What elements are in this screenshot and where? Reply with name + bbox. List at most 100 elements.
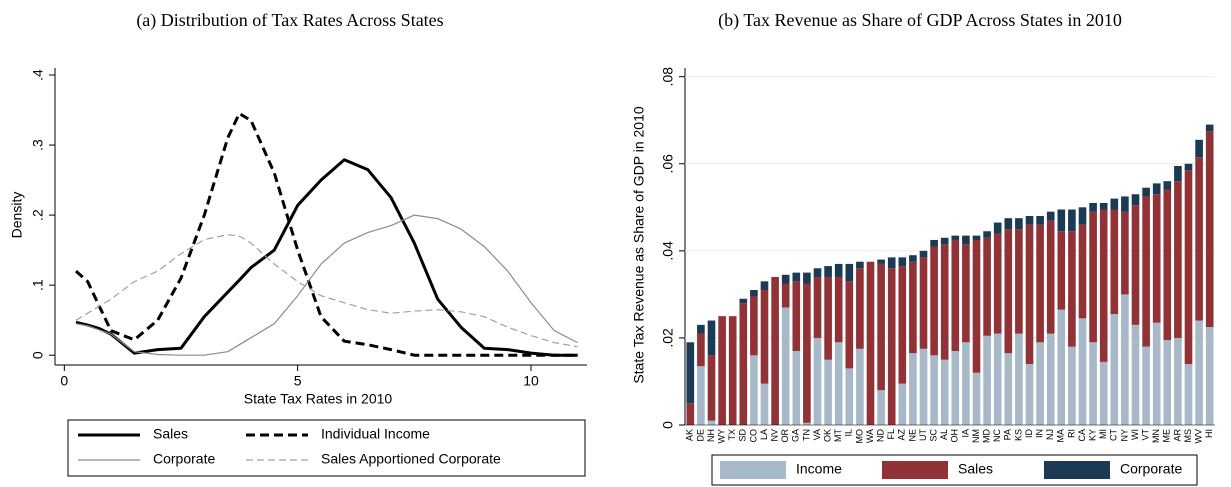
bar-segment (1099, 209, 1108, 362)
bar-segment (1205, 124, 1214, 132)
bar-segment (962, 342, 970, 425)
bar-segment (1025, 224, 1034, 365)
bar-segment (1184, 170, 1193, 365)
bar-segment (1057, 309, 1066, 425)
x-tick-label: NJ (1045, 429, 1055, 440)
bar-segment (1046, 211, 1055, 221)
x-tick-label: NM (971, 429, 981, 443)
bar-segment (1025, 364, 1034, 425)
x-tick-label: HI (1204, 429, 1214, 438)
x-tick-label: NY (1119, 429, 1129, 442)
bar-segment (845, 281, 854, 369)
bar-segment (813, 337, 822, 425)
bar-segment (739, 298, 748, 304)
x-tick-label: WV (1193, 429, 1203, 444)
bar-segment (898, 383, 907, 425)
y-tick-label: .4 (30, 69, 46, 81)
bar-segment (972, 239, 981, 373)
bar-segment (1025, 216, 1034, 225)
bar-segment (813, 276, 822, 338)
legend-box (711, 454, 1198, 486)
bar-segment (1174, 181, 1182, 338)
x-tick-label: WI (1130, 429, 1140, 440)
bar-segment (1068, 231, 1076, 347)
y-tick-label: 0 (660, 421, 676, 429)
x-tick-label: SC (928, 429, 938, 442)
bar-segment (824, 276, 832, 360)
bar-segment (1163, 189, 1172, 341)
x-tick-label: OR (780, 428, 790, 442)
bar-segment (993, 333, 1002, 425)
bar-segment (1152, 322, 1161, 425)
x-tick-label: PA (1003, 429, 1013, 440)
bar-segment (866, 261, 875, 425)
bar-segment (728, 316, 737, 425)
x-tick-label: NH (706, 429, 716, 442)
bar-segment (697, 366, 705, 425)
bar-segment (1195, 139, 1203, 158)
x-tick-label: OK (822, 429, 832, 442)
bar-segment (792, 281, 801, 351)
x-tick-label: IL (844, 429, 854, 437)
bar-segment (962, 235, 970, 245)
bar-segment (887, 268, 896, 425)
bar-segment (1163, 181, 1172, 190)
bar-segment (877, 390, 885, 425)
x-tick-label: ND (875, 429, 885, 442)
bar-segment (909, 261, 917, 354)
bar-segment (1110, 313, 1119, 425)
bar-segment (1078, 224, 1087, 319)
x-tick-label: VA (812, 429, 822, 440)
x-tick-label: SD (738, 429, 748, 442)
bar-segment (1142, 196, 1150, 347)
legend-label: Corporate (1120, 461, 1182, 477)
bar-segment (1163, 340, 1172, 425)
bar-segment (1057, 209, 1066, 232)
bar-segment (1121, 196, 1129, 212)
bar-segment (1004, 229, 1013, 354)
x-tick-label: IN (1034, 429, 1044, 438)
bar-segment (940, 237, 949, 245)
x-tick-label: CT (1109, 429, 1119, 441)
bar-segment (834, 276, 843, 343)
bar-segment (1195, 157, 1203, 321)
legend-label: Income (796, 461, 842, 477)
x-tick-label: 10 (523, 373, 539, 389)
x-tick-label: AK (685, 429, 695, 441)
bar-segment (1110, 198, 1119, 210)
x-tick-label: AR (1172, 429, 1182, 442)
x-tick-label: IA (960, 429, 970, 438)
x-tick-label: OH (950, 429, 960, 443)
bar-segment (1036, 216, 1044, 225)
line-series (75, 214, 578, 356)
bar-segment (887, 257, 896, 269)
x-tick-label: DE (695, 429, 705, 442)
bar-segment (845, 263, 854, 282)
bar-segment (1036, 342, 1044, 425)
bar-segment (686, 403, 695, 425)
bar-segment (1099, 202, 1108, 210)
x-tick-label: WY (716, 429, 726, 444)
bar-segment (898, 257, 907, 267)
bar-segment (930, 355, 938, 425)
bar-segment (919, 257, 928, 349)
legend-swatch (720, 461, 786, 479)
bar-segment (803, 272, 811, 284)
y-tick-label: 0 (30, 351, 46, 359)
x-tick-label: MO (854, 429, 864, 444)
bar-segment (1046, 220, 1055, 334)
x-tick-label: TN (801, 429, 811, 441)
bar-segment (1078, 207, 1087, 225)
legend-label: Individual Income (321, 426, 430, 442)
bar-segment (792, 272, 801, 282)
x-tick-label: MI (1098, 429, 1108, 439)
bar-segment (877, 263, 885, 391)
bar-segment (930, 239, 938, 247)
x-tick-label: NE (907, 429, 917, 442)
x-tick-label: 5 (294, 373, 302, 389)
bar-segment (750, 290, 758, 297)
bar-segment (1174, 165, 1182, 182)
bar-segment (781, 274, 790, 284)
bar-segment (993, 222, 1002, 234)
bar-segment (940, 359, 949, 425)
